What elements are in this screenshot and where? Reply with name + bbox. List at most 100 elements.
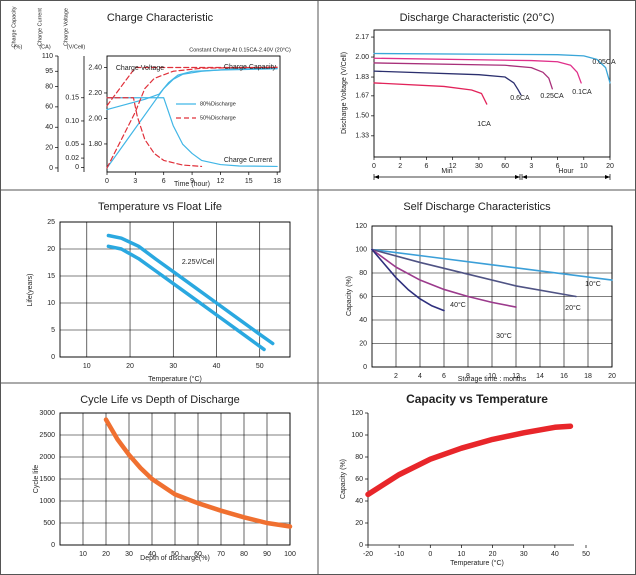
x-tick-label: 60 <box>501 163 509 170</box>
y-axis-unit: (%) <box>14 44 23 50</box>
y-tick-label: 1.33 <box>355 133 369 140</box>
series-line <box>373 62 553 90</box>
plot-frame <box>59 412 291 546</box>
series-line <box>106 97 203 168</box>
series-label: 30°C <box>496 332 512 340</box>
x-tick-label: 10 <box>83 363 91 370</box>
x-tick-label: 30 <box>520 551 528 558</box>
y-axis-label: Cycle life <box>33 465 40 494</box>
x-tick-label: 6 <box>162 178 166 185</box>
series-line <box>371 248 517 308</box>
x-tick-label: 70 <box>217 551 225 558</box>
x-tick-label: 16 <box>560 373 568 380</box>
x-tick-label: 2 <box>394 373 398 380</box>
chart-title: Self Discharge Characteristics <box>403 201 551 213</box>
series-line <box>106 233 275 346</box>
y-axis-header: Charge Current <box>37 8 43 46</box>
series-line <box>373 57 582 84</box>
x-tick-label: 40 <box>551 551 559 558</box>
x-tick-label: 18 <box>273 178 281 185</box>
x-axis-label: Temperature (°C) <box>450 559 504 567</box>
subtitle: Constant Charge At 0.15CA-2.40V (20°C) <box>189 47 291 53</box>
series-label: 40°C <box>450 301 466 309</box>
y-tick-label: 80 <box>45 83 53 90</box>
y-tick-label: 5 <box>51 327 55 334</box>
annotation: Charge Current <box>224 157 272 164</box>
x-tick-label: 8 <box>466 373 470 380</box>
x-tick-label: 10 <box>488 373 496 380</box>
y-tick-label: 3000 <box>39 410 55 417</box>
plot-frame <box>371 225 613 368</box>
x-axis-label: Time (hour) <box>174 181 210 188</box>
y-axis-label: Life(years) <box>27 273 34 306</box>
series-line <box>373 52 611 84</box>
x-tick-label: 6 <box>556 163 560 170</box>
y-tick-label: 2.00 <box>355 54 369 61</box>
y-tick-label: 60 <box>45 104 53 111</box>
x-tick-label: 40 <box>213 363 221 370</box>
y-tick-label: 120 <box>355 223 367 230</box>
series-label: 10°C <box>585 280 601 288</box>
annotation: 2.25V/Cell <box>182 259 215 266</box>
legend-label: 50%Discharge <box>200 115 236 121</box>
series-line <box>103 417 293 529</box>
chart-title: Capacity vs Temperature <box>406 392 548 406</box>
x-tick-label: 15 <box>245 178 253 185</box>
y-axis-unit: (CA) <box>39 44 50 50</box>
y-axis-label: Discharge Voltage (V/Cell) <box>341 52 348 134</box>
y-tick-label: 0 <box>363 364 367 371</box>
y-tick-label: 40 <box>45 124 53 131</box>
y-tick-label: 80 <box>355 454 363 461</box>
series-line <box>371 248 613 281</box>
series-line <box>106 244 266 352</box>
y-tick-label: 60 <box>355 476 363 483</box>
x-tick-label: 10 <box>458 551 466 558</box>
x-tick-label: 80 <box>240 551 248 558</box>
x-tick-label: 90 <box>263 551 271 558</box>
chart-title: Discharge Characteristic (20°C) <box>400 12 555 24</box>
x-tick-label: -20 <box>363 551 373 558</box>
series-line <box>371 248 445 312</box>
series-label: 0.05CA <box>592 59 616 66</box>
x-tick-label: 40 <box>148 551 156 558</box>
y-tick-label: 2000 <box>39 454 55 461</box>
y-axis-header: Charge Voltage <box>63 8 69 46</box>
plot-frame <box>373 29 611 158</box>
y-tick-label: 20 <box>47 246 55 253</box>
y-axis-unit: (V/Cell) <box>67 44 86 50</box>
y-axis-header: Charge Capacity <box>11 6 17 47</box>
x-tick-label: 2 <box>398 163 402 170</box>
series-line <box>373 70 522 96</box>
x-tick-label: 4 <box>418 373 422 380</box>
x-tick-label: 0 <box>105 178 109 185</box>
x-tick-label: -10 <box>394 551 404 558</box>
y-tick-label: 60 <box>359 293 367 300</box>
y-tick-label: 100 <box>351 432 363 439</box>
y-tick-label: 2.20 <box>88 90 102 97</box>
y-tick-label: 0 <box>51 542 55 549</box>
series-line <box>371 248 577 298</box>
y-axis-label: Capacity (%) <box>346 276 353 316</box>
y-tick-label: 2.17 <box>355 34 369 41</box>
series-label: 0.6CA <box>510 95 530 102</box>
chart-title: Temperature vs Float Life <box>98 201 222 213</box>
y-tick-label: 0 <box>49 165 53 172</box>
y-tick-label: 2.00 <box>88 115 102 122</box>
x-tick-label: 0 <box>428 551 432 558</box>
series-label: 0.25CA <box>540 93 564 100</box>
y-tick-label: 20 <box>359 340 367 347</box>
y-tick-label: 0 <box>359 542 363 549</box>
y-tick-label: 1.67 <box>355 93 369 100</box>
x-tick-label: 50 <box>171 551 179 558</box>
x-tick-label: 12 <box>449 163 457 170</box>
series-line <box>106 67 278 169</box>
x-axis-label: Storage time : months <box>458 376 527 383</box>
series-line <box>373 82 488 105</box>
x-tick-label: 30 <box>125 551 133 558</box>
annotation: Charge Capacity <box>224 64 277 71</box>
x-tick-label: 30 <box>169 363 177 370</box>
y-tick-label: 0.05 <box>65 141 79 148</box>
series-line <box>106 66 278 107</box>
x-tick-label: 6 <box>442 373 446 380</box>
